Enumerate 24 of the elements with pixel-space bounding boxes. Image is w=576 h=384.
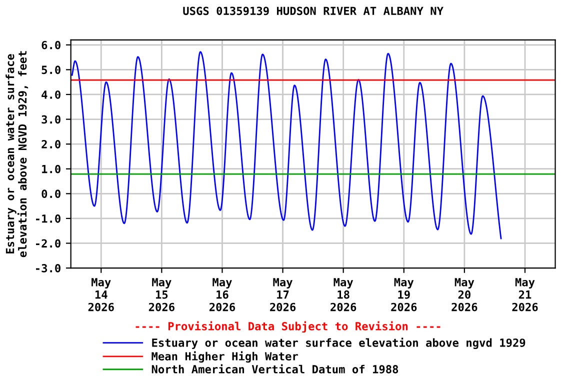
legend-label: North American Vertical Datum of 1988 bbox=[152, 364, 398, 374]
y-axis-title: Estuary or ocean water surface elevation above NGVD 1929, feet bbox=[6, 51, 28, 258]
y-tick-label: 2.0 bbox=[42, 140, 60, 148]
x-tick-label: May 21 2026 bbox=[512, 278, 538, 312]
y-tick-label: 0.0 bbox=[42, 190, 60, 198]
y-tick-label: -2.0 bbox=[36, 239, 60, 248]
y-tick-label: 4.0 bbox=[42, 90, 60, 99]
x-tick-label: May 20 2026 bbox=[452, 278, 478, 312]
y-tick-label: -1.0 bbox=[36, 214, 60, 223]
x-tick-label: May 19 2026 bbox=[391, 278, 417, 312]
y-tick-label: -3.0 bbox=[36, 264, 60, 272]
x-tick-label: May 18 2026 bbox=[330, 278, 356, 312]
x-tick-label: May 16 2026 bbox=[209, 278, 236, 312]
legend-label: Estuary or ocean water surface elevation above ngvd 1929 bbox=[152, 338, 526, 350]
chart-title: USGS 01359139 HUDSON RIVER AT ALBANY NY bbox=[183, 6, 444, 16]
legend-label: Mean Higher High Water bbox=[152, 351, 298, 363]
x-tick-label: May 14 2026 bbox=[88, 278, 114, 312]
text: ---- Provisional Data Subject to Revision ---- bbox=[136, 321, 440, 333]
y-tick-label: 6.0 bbox=[42, 40, 60, 50]
y-tick-label: 3.0 bbox=[42, 115, 60, 124]
x-tick-label: May 17 2026 bbox=[270, 278, 296, 312]
y-tick-label: 1.0 bbox=[42, 164, 60, 174]
y-tick-label: 5.0 bbox=[42, 66, 60, 74]
x-tick-label: May 15 2026 bbox=[148, 278, 174, 312]
